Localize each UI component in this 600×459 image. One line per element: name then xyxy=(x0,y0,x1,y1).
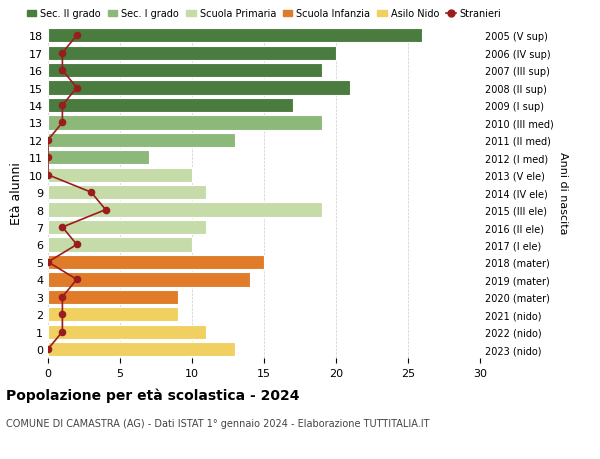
Point xyxy=(43,137,53,144)
Bar xyxy=(48,325,206,339)
Point xyxy=(58,102,67,110)
Point xyxy=(72,241,82,249)
Point xyxy=(58,67,67,75)
Bar xyxy=(48,238,192,252)
Point xyxy=(72,85,82,92)
Text: COMUNE DI CAMASTRA (AG) - Dati ISTAT 1° gennaio 2024 - Elaborazione TUTTITALIA.I: COMUNE DI CAMASTRA (AG) - Dati ISTAT 1° … xyxy=(6,418,430,428)
Bar xyxy=(48,168,192,183)
Point xyxy=(58,50,67,57)
Bar xyxy=(48,290,178,304)
Point xyxy=(86,189,96,196)
Point xyxy=(43,346,53,353)
Bar xyxy=(48,308,178,322)
Point xyxy=(72,33,82,40)
Bar xyxy=(48,203,322,217)
Bar xyxy=(48,273,250,287)
Point xyxy=(58,328,67,336)
Point xyxy=(43,172,53,179)
Text: Popolazione per età scolastica - 2024: Popolazione per età scolastica - 2024 xyxy=(6,388,299,403)
Bar xyxy=(48,29,422,43)
Point xyxy=(72,276,82,283)
Bar xyxy=(48,185,206,200)
Bar xyxy=(48,255,264,269)
Point xyxy=(58,119,67,127)
Y-axis label: Età alunni: Età alunni xyxy=(10,162,23,224)
Bar xyxy=(48,134,235,148)
Point xyxy=(43,259,53,266)
Point xyxy=(58,224,67,231)
Point xyxy=(58,293,67,301)
Bar xyxy=(48,151,149,165)
Bar xyxy=(48,64,322,78)
Bar xyxy=(48,81,350,95)
Bar xyxy=(48,99,293,113)
Point xyxy=(43,154,53,162)
Bar xyxy=(48,116,322,130)
Point xyxy=(101,207,110,214)
Point xyxy=(58,311,67,318)
Bar xyxy=(48,46,336,61)
Y-axis label: Anni di nascita: Anni di nascita xyxy=(557,151,568,234)
Bar xyxy=(48,342,235,357)
Legend: Sec. II grado, Sec. I grado, Scuola Primaria, Scuola Infanzia, Asilo Nido, Stran: Sec. II grado, Sec. I grado, Scuola Prim… xyxy=(27,9,501,19)
Bar xyxy=(48,220,206,235)
